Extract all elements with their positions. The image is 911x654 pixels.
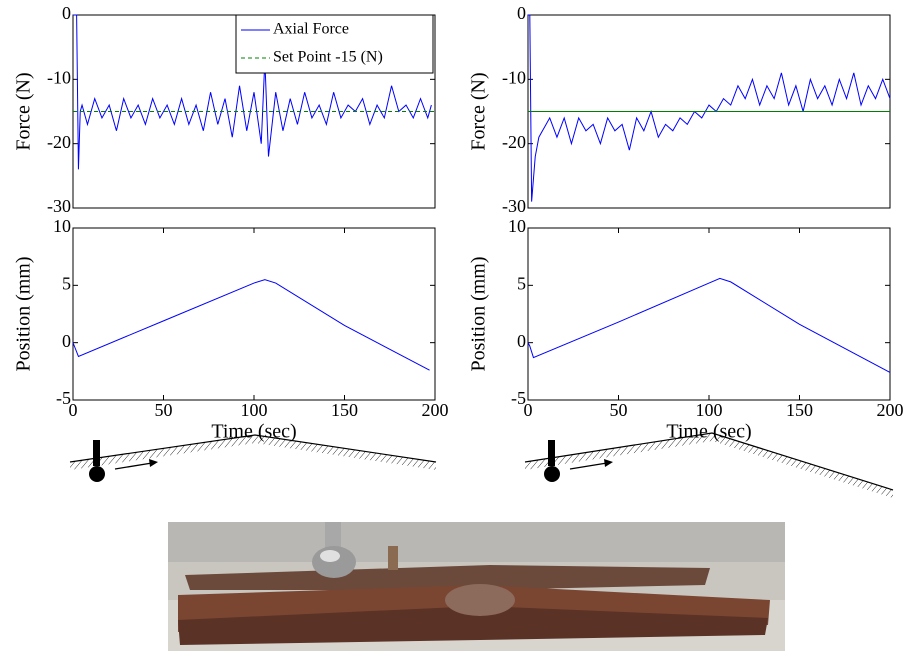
x-tick-label: 50	[155, 400, 173, 420]
x-tick-label: 0	[69, 400, 78, 420]
x-tick-label: 200	[422, 400, 449, 420]
x-tick-label: 200	[877, 400, 904, 420]
y-axis-label: Position (mm)	[13, 256, 35, 371]
plot-area	[527, 227, 891, 401]
y-axis-label: Position (mm)	[468, 256, 490, 371]
y-axis-label: Force (N)	[468, 72, 490, 150]
chart: -30 -20 -10 0 Force (N)	[468, 3, 891, 216]
y-tick-label: 0	[62, 3, 71, 23]
chart: -30 -20 -10 0 Force (N) Axial Force Set Point …	[13, 3, 436, 216]
x-axis-label: Time (sec)	[211, 421, 296, 443]
y-tick-label: -30	[47, 196, 71, 216]
plot-area	[72, 227, 436, 401]
legend-box	[235, 14, 434, 74]
y-tick-label: 5	[62, 273, 71, 293]
y-tick-label: 10	[53, 216, 71, 236]
x-tick-label: 0	[524, 400, 533, 420]
y-tick-label: 10	[508, 216, 526, 236]
x-tick-label: 100	[241, 400, 268, 420]
y-tick-label: -5	[56, 388, 71, 408]
legend-label: Set Point -15 (N)	[273, 49, 383, 66]
data-line	[72, 279, 430, 371]
x-tick-label: 150	[331, 400, 358, 420]
x-axis-label: Time (sec)	[666, 421, 751, 443]
slope-diagram-right	[524, 432, 894, 498]
x-tick-label: 100	[696, 400, 723, 420]
x-tick-label: 50	[610, 400, 628, 420]
x-tick-label: 150	[786, 400, 813, 420]
legend: Axial Force Set Point -15 (N)	[235, 14, 434, 74]
data-line	[527, 277, 891, 373]
y-tick-label: 0	[62, 331, 71, 351]
data-line	[73, 14, 432, 170]
y-tick-label: -10	[502, 67, 526, 87]
y-tick-label: -20	[47, 132, 71, 152]
legend-label: Axial Force	[273, 21, 349, 38]
slope-diagram-left	[69, 434, 437, 482]
y-tick-label: 5	[517, 273, 526, 293]
y-tick-label: -5	[511, 388, 526, 408]
y-tick-label: -20	[502, 132, 526, 152]
y-tick-label: -30	[502, 196, 526, 216]
y-tick-label: 0	[517, 3, 526, 23]
specimen-photo	[168, 522, 785, 651]
data-line	[528, 14, 891, 202]
y-tick-label: -10	[47, 67, 71, 87]
y-tick-label: 0	[517, 331, 526, 351]
y-axis-label: Force (N)	[13, 72, 35, 150]
